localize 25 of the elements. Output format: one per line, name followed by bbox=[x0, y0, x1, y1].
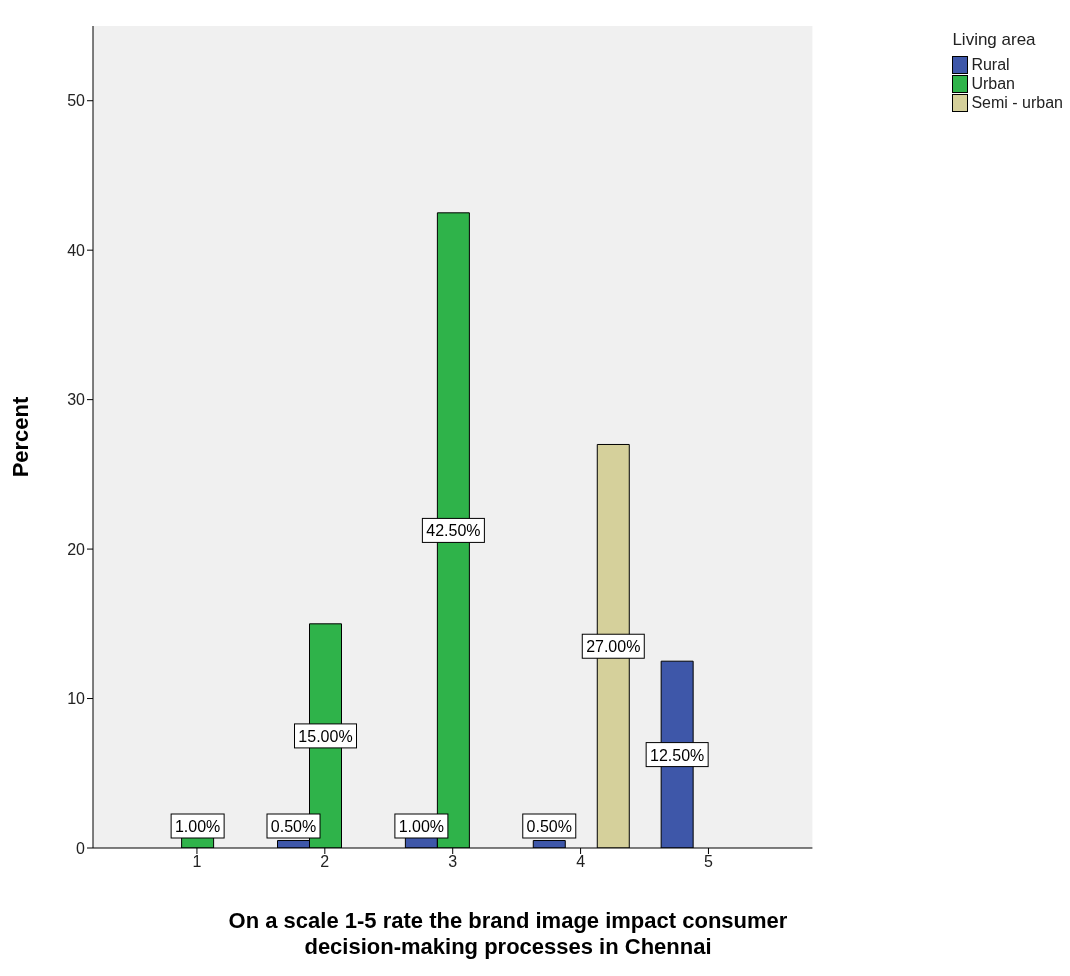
legend-label: Semi - urban bbox=[970, 94, 1063, 112]
data-label: 27.00% bbox=[586, 638, 641, 656]
y-axis-title: Percent bbox=[7, 395, 33, 478]
data-label: 42.50% bbox=[426, 522, 481, 540]
x-axis-title: On a scale 1-5 rate the brand image impact consumer decision-making processes in Chennai bbox=[227, 908, 789, 960]
x-tick-label: 3 bbox=[448, 853, 458, 871]
y-tick-label: 20 bbox=[67, 540, 86, 558]
data-label: 0.50% bbox=[270, 818, 317, 835]
data-label: 1.00% bbox=[398, 818, 445, 835]
y-tick-label: 40 bbox=[67, 241, 86, 259]
x-tick-label: 4 bbox=[576, 853, 586, 871]
data-label: 0.50% bbox=[526, 818, 572, 835]
data-label: 1.00% bbox=[174, 818, 221, 835]
x-tick-label: 1 bbox=[192, 853, 202, 871]
y-tick-label: 50 bbox=[67, 92, 86, 110]
legend-label: Rural bbox=[970, 56, 1011, 74]
y-tick-label: 0 bbox=[76, 839, 86, 857]
y-tick-label: 10 bbox=[67, 690, 86, 708]
legend-title: Living area bbox=[952, 30, 1037, 50]
y-tick-label: 30 bbox=[67, 391, 86, 409]
data-label: 12.50% bbox=[650, 746, 705, 764]
data-label: 15.00% bbox=[298, 727, 353, 745]
x-tick-label: 2 bbox=[320, 853, 330, 871]
x-tick-label: 5 bbox=[704, 853, 714, 871]
legend-label: Urban bbox=[970, 75, 1016, 93]
